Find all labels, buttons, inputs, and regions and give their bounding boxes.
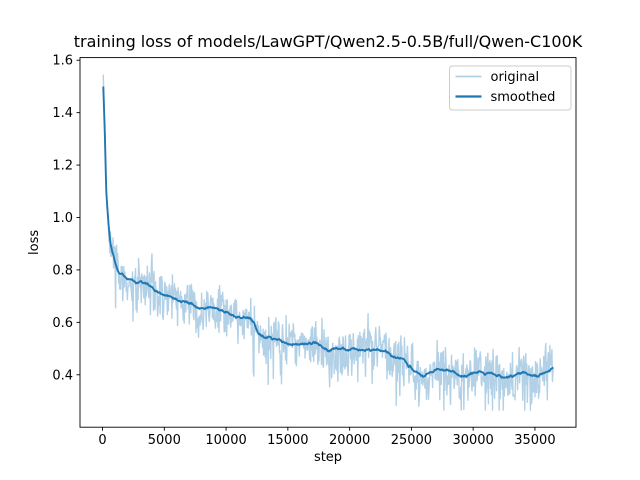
y-axis-label: loss [27,230,42,255]
x-tick-label: 30000 [452,433,493,448]
x-tick-label: 15000 [267,433,308,448]
y-tick-label: 1.6 [52,54,73,69]
chart-title: training loss of models/LawGPT/Qwen2.5-0… [74,32,583,51]
x-tick-label: 20000 [329,433,370,448]
x-tick-label: 25000 [391,433,432,448]
y-tick-label: 1.4 [52,106,73,121]
legend-label-original: original [491,70,540,85]
x-tick-label: 5000 [148,433,181,448]
y-tick-label: 1.0 [52,211,73,226]
original-loss-line [102,74,555,411]
x-axis-label: step [314,450,342,465]
x-tick-label: 35000 [514,433,555,448]
y-tick-label: 1.2 [52,159,73,174]
x-tick-label: 10000 [205,433,246,448]
y-tick-label: 0.4 [52,368,73,383]
axes-frame [79,57,577,428]
y-tick-label: 0.6 [52,316,73,331]
legend-label-smoothed: smoothed [491,90,556,105]
smoothed-loss-line [102,86,554,379]
x-tick-label: 0 [98,433,106,448]
y-tick-label: 0.8 [52,263,73,278]
